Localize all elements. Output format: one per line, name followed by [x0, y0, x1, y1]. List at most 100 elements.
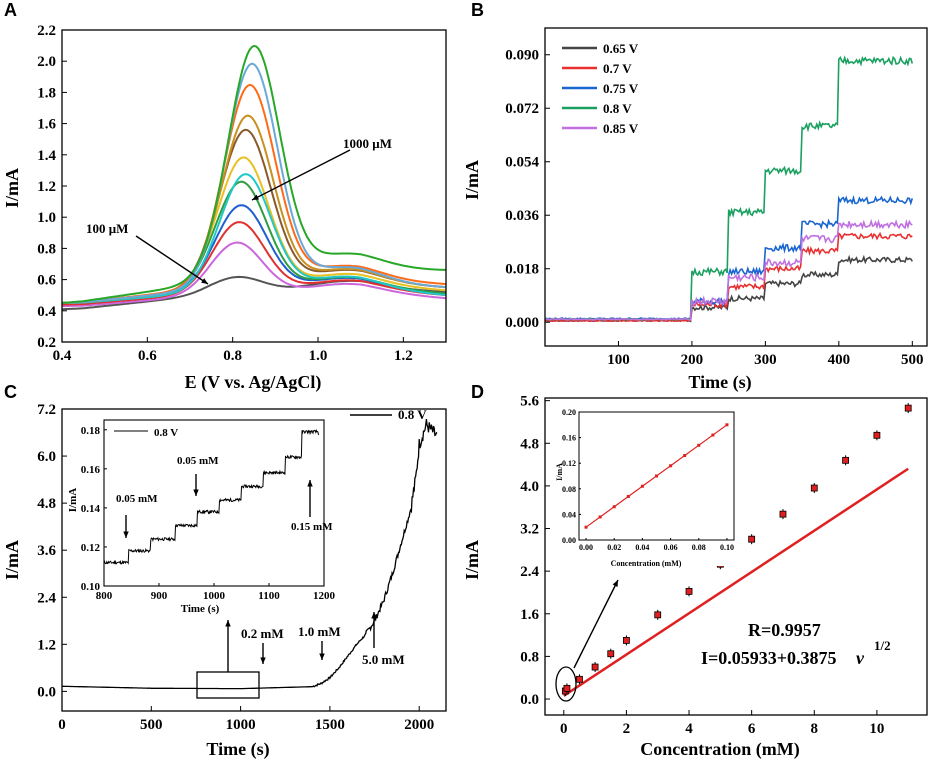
chart-c-inset-xlabel: Time (s): [181, 603, 220, 615]
chart-a-ytick-label: 0.8: [37, 241, 56, 257]
chart-c-inset-xtick-label: 900: [151, 590, 168, 602]
chart-b-ytick-label: 0.036: [505, 208, 539, 224]
chart-d-point: [623, 637, 630, 644]
chart-b-ytick-label: 0.072: [505, 101, 539, 117]
chart-a-arrow-100uM: [135, 235, 209, 285]
panel-label-b: B: [471, 0, 484, 20]
chart-a-xtick-label: 1.0: [309, 348, 328, 364]
chart-b-xtick-label: 100: [607, 352, 630, 368]
chart-d-ytick-label: 5.6: [520, 394, 539, 410]
chart-c-xtick-label: 2000: [404, 717, 434, 733]
chart-d-inset-frame: [578, 411, 735, 541]
chart-d-highlight-ellipse: [555, 666, 577, 702]
chart-a-series-line: [61, 221, 447, 306]
chart-c-ytick-label: 7.2: [37, 402, 56, 418]
chart-d-inset-point: [683, 454, 687, 458]
chart-c-zoom-arrow-head: [225, 620, 231, 627]
chart-b-xtick-label: 200: [681, 352, 704, 368]
chart-c-arrow-5-0mM-head: [371, 612, 377, 619]
chart-d: Concentration (mM) I/mA R=0.9957 I=0.059…: [462, 394, 928, 760]
panel-label-d: D: [471, 382, 484, 402]
chart-a-xtick-label: 0.6: [138, 348, 157, 364]
chart-c-inset-ytick-label: 0.14: [81, 503, 101, 515]
chart-c-inset-ytick-label: 0.18: [81, 425, 101, 437]
chart-d-point: [748, 535, 756, 543]
chart-a-series-line: [61, 62, 447, 304]
chart-d-annotation-v: v: [856, 648, 865, 668]
chart-d-inset-ytick-label: 0.12: [562, 459, 576, 468]
chart-c-arrow-1-0mM-head: [319, 653, 325, 660]
chart-a-ytick-label: 0.4: [37, 304, 56, 320]
chart-a-series-line: [61, 44, 446, 304]
chart-d-point: [685, 587, 693, 595]
chart-a-arrow-1000uM-head: [252, 194, 259, 200]
chart-b-xtick-label: 500: [901, 352, 924, 368]
chart-c-inset-ytick-label: 0.12: [81, 542, 101, 554]
chart-d-inset-point: [598, 515, 602, 519]
chart-b-legend-label: 0.65 V: [603, 41, 639, 56]
chart-a-ytick-label: 2.0: [37, 54, 56, 70]
chart-c-inset-annotation-1: 0.05 mM: [116, 493, 158, 505]
chart-d-inset-point: [626, 494, 630, 498]
chart-d-inset-xtick-label: 0.00: [579, 543, 593, 552]
chart-d-point: [842, 456, 849, 464]
chart-b-legend-label: 0.7 V: [603, 61, 632, 76]
chart-c-xtick-label: 500: [140, 717, 163, 733]
chart-d-ytick-label: 0.8: [520, 649, 539, 665]
chart-d-inset-point: [640, 484, 644, 488]
chart-d-point: [654, 611, 662, 619]
chart-c-annotation-5-0mM: 5.0 mM: [362, 652, 405, 667]
chart-c-inset-xtick-label: 1000: [203, 590, 226, 602]
chart-c-xtick-label: 1500: [315, 717, 345, 733]
chart-d-inset-point: [711, 433, 715, 437]
chart-c-legend-label: 0.8 V: [398, 407, 427, 422]
chart-b-legend-label: 0.75 V: [603, 81, 639, 96]
chart-a-annotation-1000uM: 1000 μM: [343, 136, 392, 151]
chart-b-xlabel: Time (s): [688, 372, 751, 393]
chart-d-zoom-arrow: [573, 579, 619, 669]
chart-a-ylabel: I/mA: [2, 168, 22, 208]
chart-d-inset-xtick-label: 0.10: [720, 543, 734, 552]
chart-a-xlabel: E (V vs. Ag/AgCl): [185, 372, 322, 393]
chart-d-ytick-label: 0.0: [520, 692, 539, 708]
chart-d-inset-xtick-label: 0.04: [635, 543, 649, 552]
chart-c-inset-annotation-2: 0.05 mM: [177, 455, 219, 467]
chart-d-inset-ytick-label: 0.00: [562, 536, 576, 545]
chart-c-ytick-label: 3.6: [37, 543, 56, 559]
chart-b-ytick-label: 0.054: [505, 155, 539, 171]
chart-d-point: [563, 684, 571, 692]
chart-c-inset-frame: [103, 419, 325, 587]
chart-c-inset-arrow-3-head: [307, 480, 313, 487]
chart-d-inset-ytick-label: 0.04: [562, 510, 576, 519]
chart-a-xtick-label: 1.2: [394, 348, 413, 364]
chart-d-inset-xlabel: Concentration (mM): [611, 559, 682, 568]
chart-c-inset-arrow-2-head: [193, 489, 199, 496]
chart-b-frame: [544, 27, 928, 347]
chart-d-inset-point: [612, 505, 616, 509]
chart-d-frame: [544, 397, 928, 716]
chart-d-point: [779, 510, 787, 518]
chart-b-xtick-label: 300: [754, 352, 777, 368]
chart-c-inset-ylabel: I/mA: [67, 488, 79, 513]
chart-d-inset-xtick-label: 0.02: [607, 543, 621, 552]
chart-c-inset-xtick-label: 800: [96, 590, 113, 602]
chart-c-ytick-label: 4.8: [37, 496, 56, 512]
chart-d-ytick-label: 1.6: [520, 607, 539, 623]
chart-d-inset-xtick-label: 0.06: [664, 543, 678, 552]
chart-d-inset-xtick-label: 0.08: [692, 543, 706, 552]
chart-c-annotation-1-0mM: 1.0 mM: [298, 624, 341, 639]
chart-a-ytick-label: 0.6: [37, 273, 56, 289]
chart-c-inset-xtick-label: 1200: [313, 590, 336, 602]
chart-c-ytick-label: 0.0: [37, 684, 56, 700]
chart-d-xtick-label: 2: [623, 721, 631, 737]
chart-d-inset-ylabel: I/mA: [555, 463, 564, 481]
chart-c-ytick-label: 6.0: [37, 449, 56, 465]
chart-b-legend-label: 0.85 V: [603, 121, 639, 136]
chart-c-inset-annotation-3: 0.15 mM: [291, 521, 333, 533]
chart-d-inset-point: [584, 525, 588, 529]
chart-c-xlabel: Time (s): [206, 739, 269, 760]
chart-d-xtick-label: 8: [811, 721, 819, 737]
chart-d-ylabel: I/mA: [462, 540, 482, 580]
chart-d-ytick-label: 2.4: [520, 564, 539, 580]
